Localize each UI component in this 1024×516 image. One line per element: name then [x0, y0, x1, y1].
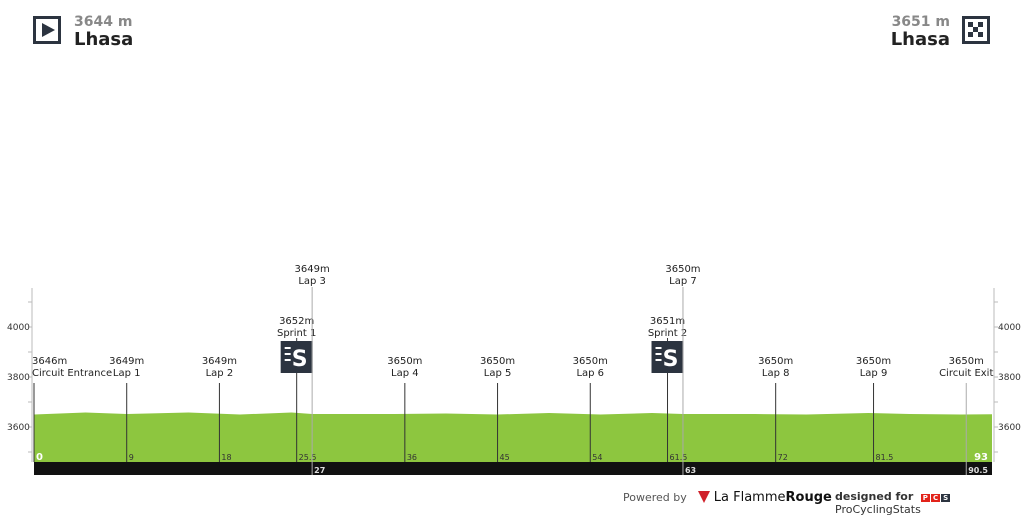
marker-label: Lap 3: [298, 276, 326, 287]
pcs-brand: ProCyclingStats: [835, 503, 921, 516]
start-altitude: 3644 m: [74, 14, 133, 30]
play-icon: [33, 16, 61, 44]
sprint-icon-stripe: [284, 347, 291, 349]
sprint-icon-stripe: [655, 353, 662, 355]
designed-for-label: designed for: [835, 490, 914, 503]
marker-altitude: 3650m: [665, 264, 700, 275]
powered-by-label: Powered by: [623, 491, 687, 504]
finish-info: 3651 m Lhasa: [891, 14, 950, 50]
y-tick-label-right: 3800: [998, 373, 1021, 383]
marker-label: Lap 1: [113, 368, 141, 379]
marker-label: Lap 4: [391, 368, 419, 379]
y-tick-label-right: 4000: [998, 323, 1021, 333]
y-tick-label-left: 3600: [7, 423, 30, 433]
km-label: 25.5: [299, 453, 317, 462]
km-label: 72: [778, 453, 788, 462]
km-label: 81.5: [876, 453, 894, 462]
km-label: 0: [36, 452, 43, 463]
marker-altitude: 3652m: [279, 316, 314, 327]
sprint-icon-stripe: [284, 359, 291, 361]
marker-altitude: 3650m: [856, 356, 891, 367]
marker-label: Lap 2: [206, 368, 234, 379]
flamme-rouge-logo-icon: [698, 491, 711, 503]
km-label: 90.5: [968, 466, 988, 475]
marker-label: Sprint 1: [277, 328, 316, 339]
sprint-icon-glyph: S: [663, 347, 679, 372]
marker-altitude: 3650m: [573, 356, 608, 367]
km-label: 9: [129, 453, 134, 462]
km-label: 45: [500, 453, 510, 462]
km-label: 36: [407, 453, 417, 462]
checkered-flag-icon: [962, 16, 990, 44]
sprint-icon: [280, 341, 313, 373]
marker-altitude: 3649m: [295, 264, 330, 275]
sprint-icon-stripe: [655, 347, 662, 349]
sprint-icon-stripe: [284, 353, 291, 355]
start-info: 3644 m Lhasa: [74, 14, 133, 50]
marker-label: Lap 5: [484, 368, 512, 379]
y-tick-label-right: 3600: [998, 423, 1021, 433]
marker-altitude: 3649m: [109, 356, 144, 367]
marker-label: Circuit Entrance: [32, 368, 112, 379]
y-tick-label-left: 3800: [7, 373, 30, 383]
sprint-icon: [651, 341, 684, 373]
marker-altitude: 3650m: [949, 356, 984, 367]
marker-label: Lap 9: [860, 368, 888, 379]
sprint-icon-stripe: [655, 359, 662, 361]
sprint-icon-glyph: S: [292, 347, 308, 372]
y-tick-label-left: 4000: [7, 323, 30, 333]
distance-bar: [34, 462, 992, 475]
start-city: Lhasa: [74, 29, 134, 50]
marker-altitude: 3646m: [32, 356, 67, 367]
finish-city: Lhasa: [890, 29, 950, 50]
marker-altitude: 3650m: [758, 356, 793, 367]
marker-label: Sprint 2: [648, 328, 687, 339]
km-label: 54: [592, 453, 602, 462]
km-label-end: 93: [974, 452, 988, 463]
marker-label: Lap 7: [669, 276, 697, 287]
km-label: 27: [314, 466, 325, 475]
marker-altitude: 3650m: [480, 356, 515, 367]
marker-altitude: 3651m: [650, 316, 685, 327]
km-label: 63: [685, 466, 696, 475]
powered-by: Powered by La FlammeRouge: [623, 490, 832, 505]
flamme-rouge-logo: La FlammeRouge: [713, 490, 832, 505]
marker-altitude: 3650m: [387, 356, 422, 367]
km-label: 61.5: [670, 453, 688, 462]
finish-altitude: 3651 m: [891, 14, 950, 30]
elevation-profile: [34, 412, 992, 462]
marker-altitude: 3649m: [202, 356, 237, 367]
km-label: 18: [221, 453, 231, 462]
marker-label: Lap 8: [762, 368, 790, 379]
marker-label: Lap 6: [576, 368, 604, 379]
marker-label: Circuit Exit: [939, 368, 993, 379]
